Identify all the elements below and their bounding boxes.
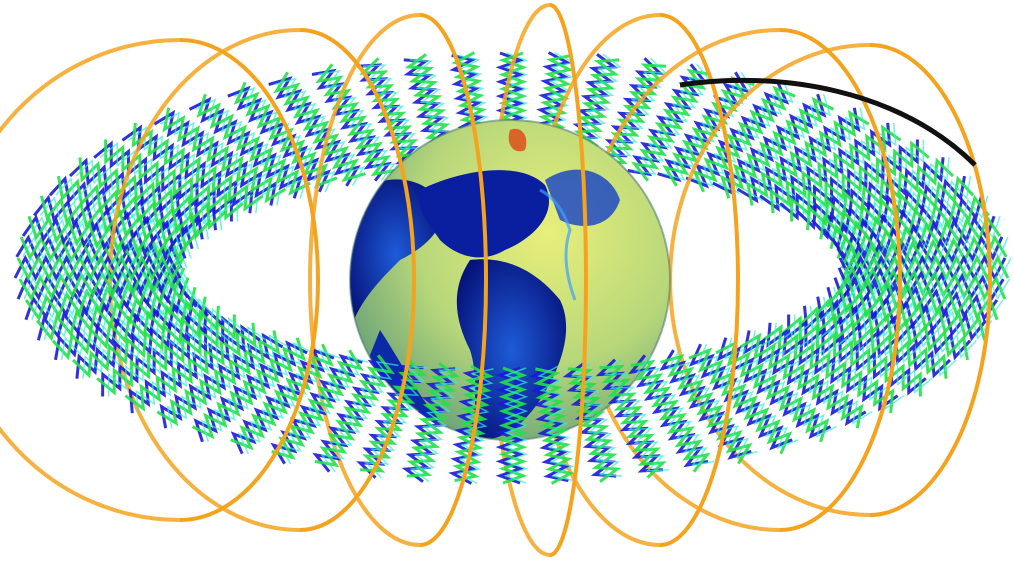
belt-illustration [0,0,1014,567]
page: (() => { const ns = 'http://www.w3.org/2… [0,0,1014,567]
